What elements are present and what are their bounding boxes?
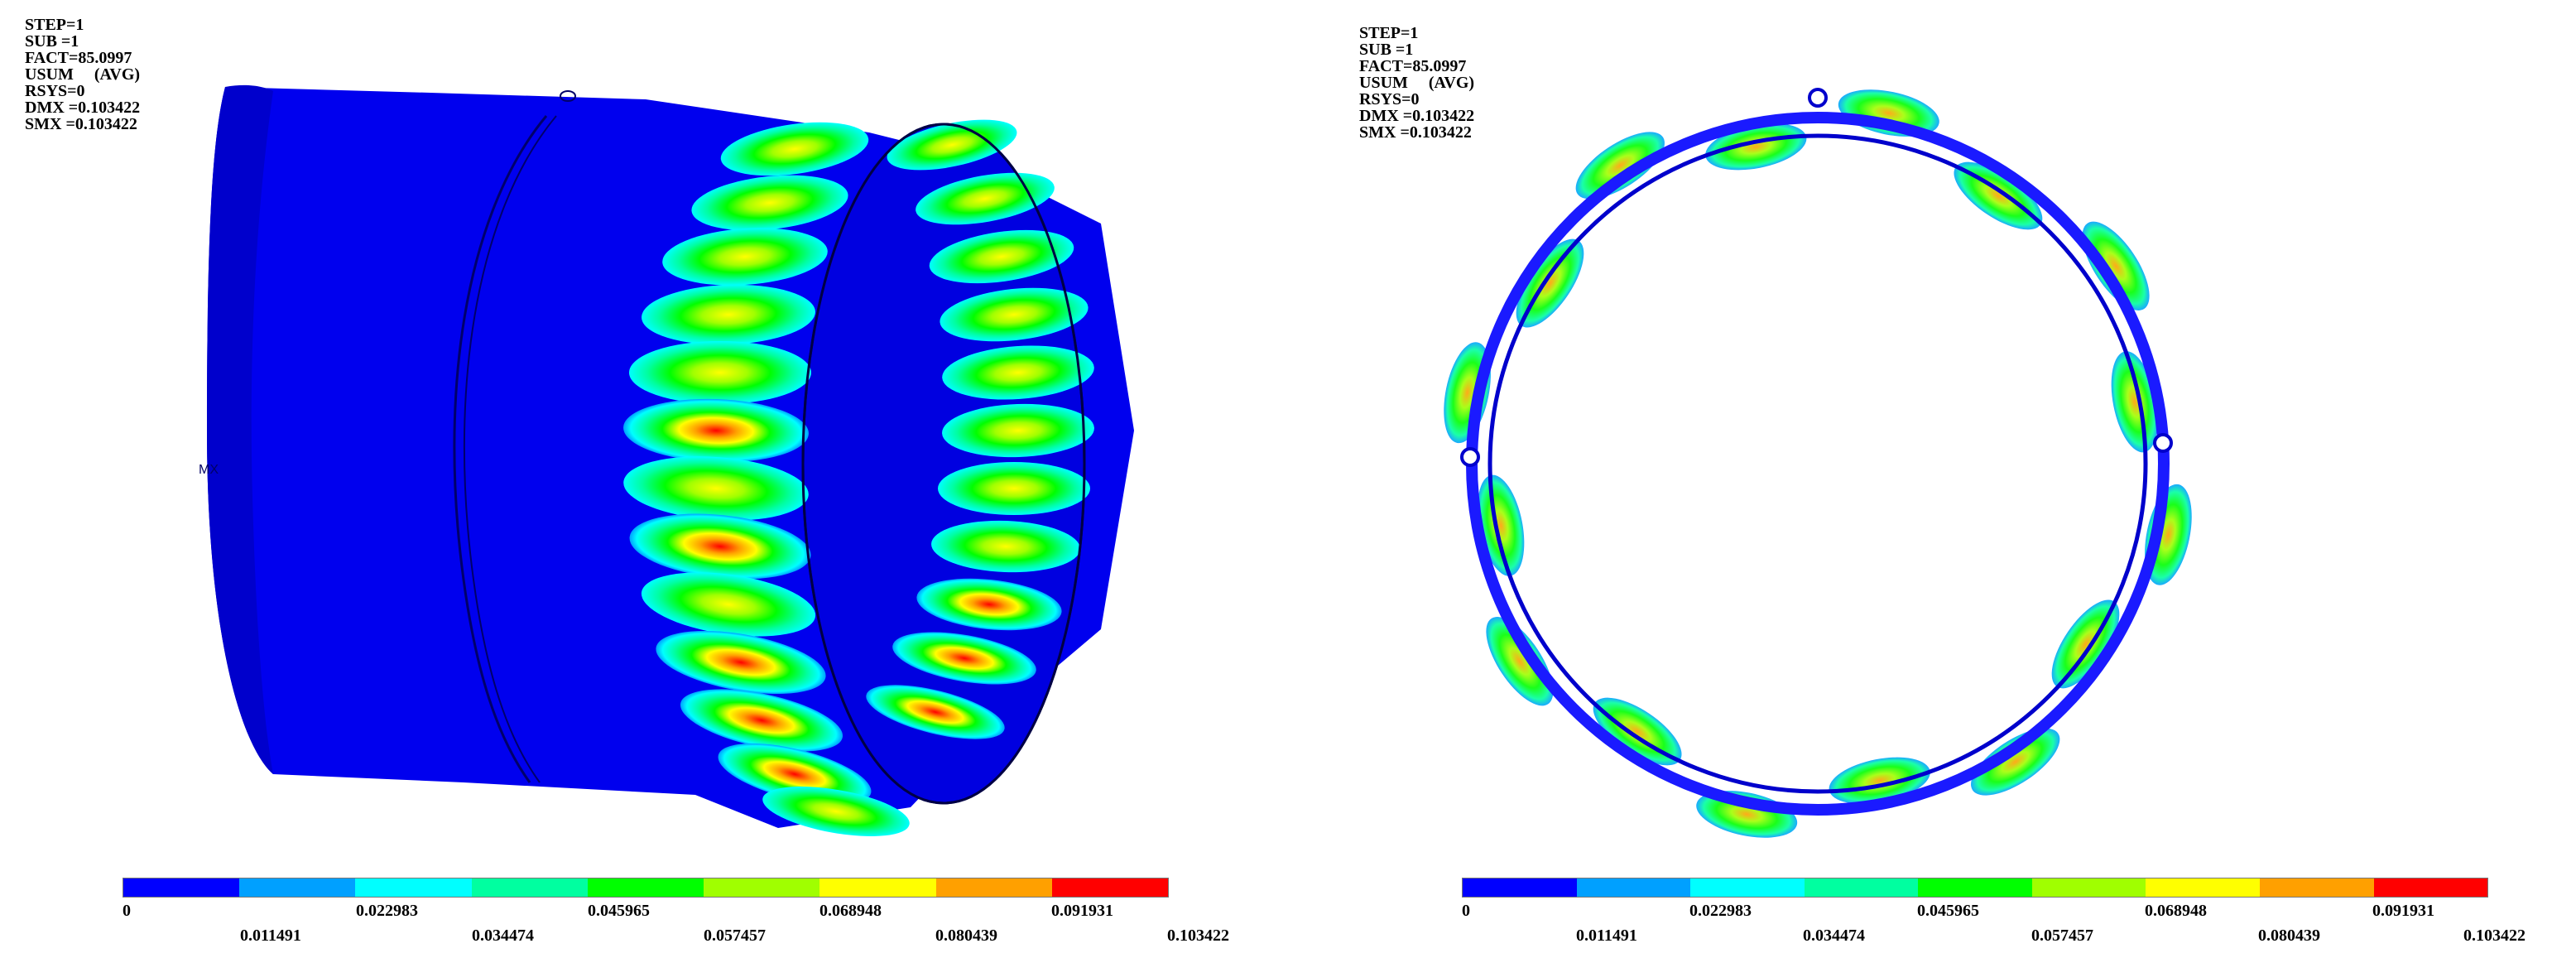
legend-swatch — [239, 878, 356, 897]
legend-swatch — [1051, 878, 1168, 897]
legend-tick-6: 0.068948 — [819, 902, 882, 920]
legend-tick-3: 0.034474 — [472, 927, 534, 945]
ring-inner-edge — [1487, 133, 2148, 794]
ring-lobe — [1486, 617, 1554, 706]
svg-text:MX: MX — [199, 463, 219, 477]
legend-swatch — [2259, 878, 2374, 897]
legend-tick-1: 0.011491 — [240, 927, 301, 945]
info-dmx: DMX =0.103422 — [25, 99, 141, 117]
ring-contour-plot — [1444, 88, 2192, 838]
legend-swatch — [587, 878, 704, 897]
info-rsys: RSYS=0 — [25, 82, 85, 100]
panel-isometric-view: STEP=1 SUB =1 FACT=85.0997 USUM (AVG) RS… — [25, 17, 1229, 945]
legend-swatch — [1463, 878, 1577, 897]
legend-tick-0: 0 — [123, 902, 131, 920]
legend-tick-4: 0.045965 — [588, 902, 650, 920]
legend-swatch — [1804, 878, 1919, 897]
result-info-block: STEP=1 SUB =1 FACT=85.0997 USUM (AVG) RS… — [1359, 25, 1474, 141]
info-fact: FACT=85.0997 — [25, 49, 132, 67]
legend-tick-9: 0.103422 — [2463, 927, 2526, 945]
legend-tick-8: 0.091931 — [1051, 902, 1113, 920]
result-info-block: STEP=1 SUB =1 FACT=85.0997 USUM (AVG) RS… — [25, 17, 140, 132]
legend-swatch — [704, 878, 820, 897]
legend-tick-0: 0 — [1462, 902, 1470, 920]
legend-tick-4: 0.045965 — [1917, 902, 1979, 920]
legend-swatch — [1576, 878, 1691, 897]
legend-tick-2: 0.022983 — [356, 902, 418, 920]
legend-tick-2: 0.022983 — [1689, 902, 1752, 920]
legend-swatch — [355, 878, 472, 897]
ring-lobe — [1829, 757, 1930, 804]
legend-swatch — [471, 878, 588, 897]
legend-tick-3: 0.034474 — [1803, 927, 1865, 945]
color-legend-bar — [123, 878, 1169, 898]
info-step: STEP=1 — [1359, 24, 1419, 42]
ring-lobe — [2111, 351, 2158, 453]
ring-lobe — [1971, 728, 2060, 796]
ring-buckling-lobes — [1444, 89, 2192, 838]
cylinder-seam-line — [453, 115, 548, 783]
legend-tick-5: 0.057457 — [2031, 927, 2093, 945]
ring-outer-edge — [1466, 112, 2170, 816]
cylinder-left-end — [207, 84, 273, 774]
ring-lobe — [1705, 123, 1807, 171]
color-legend-bar — [1462, 878, 2488, 898]
legend-swatch — [2146, 878, 2260, 897]
legend-tick-6: 0.068948 — [2145, 902, 2207, 920]
info-smx: SMX =0.103422 — [1359, 123, 1472, 142]
ring-lobe — [1516, 238, 1584, 328]
info-rsys: RSYS=0 — [1359, 90, 1420, 108]
info-step: STEP=1 — [25, 16, 84, 34]
ring-lobe — [2082, 221, 2150, 310]
info-usum: USUM (AVG) — [1359, 74, 1475, 92]
ring-lobe — [1575, 132, 1665, 200]
legend-tick-7: 0.080439 — [2258, 927, 2320, 945]
legend-swatch — [819, 878, 936, 897]
panel-axial-view: STEP=1 SUB =1 FACT=85.0997 USUM (AVG) RS… — [1288, 0, 2576, 953]
info-smx: SMX =0.103422 — [25, 115, 137, 133]
legend-swatch — [123, 878, 240, 897]
info-dmx: DMX =0.103422 — [1359, 107, 1475, 125]
buckling-lobes-inner — [866, 119, 1094, 739]
buckling-lobes-outer — [623, 122, 910, 836]
ring-lobe — [1478, 474, 1525, 576]
legend-tick-5: 0.057457 — [704, 927, 766, 945]
legend-swatch — [2031, 878, 2146, 897]
ring-lobe — [1593, 697, 1682, 766]
legend-swatch — [935, 878, 1052, 897]
info-sub: SUB =1 — [25, 32, 79, 51]
legend-swatch — [1690, 878, 1805, 897]
legend-tick-7: 0.080439 — [935, 927, 997, 945]
legend-tick-8: 0.091931 — [2372, 902, 2434, 920]
cylinder-contour-plot: MX — [199, 84, 1134, 836]
ring-lobe — [2051, 599, 2120, 689]
info-usum: USUM (AVG) — [25, 65, 141, 84]
info-fact: FACT=85.0997 — [1359, 57, 1467, 75]
ring-lobe — [1954, 161, 2043, 230]
info-sub: SUB =1 — [1359, 41, 1414, 59]
legend-tick-9: 0.103422 — [1167, 927, 1229, 945]
legend-tick-1: 0.011491 — [1576, 927, 1637, 945]
legend-swatch — [1918, 878, 2032, 897]
legend-swatch — [2373, 878, 2488, 897]
